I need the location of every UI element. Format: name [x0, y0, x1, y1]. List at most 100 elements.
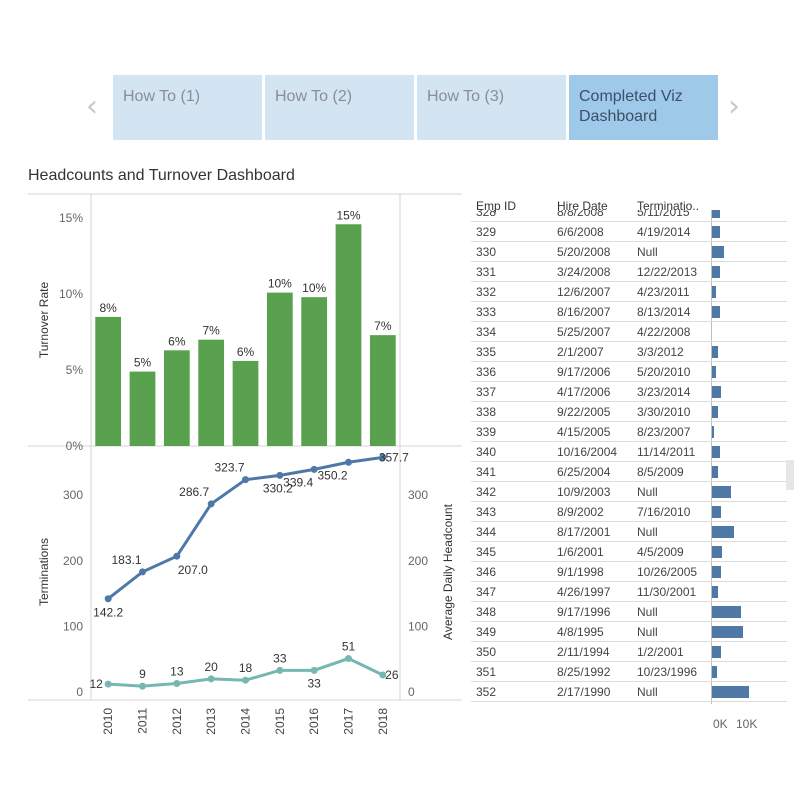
table-body[interactable]: 328 8/8/2008 5/11/2015 329 6/6/2008 4/19/2014… [471, 210, 787, 704]
table-row[interactable]: 345 1/6/2001 4/5/2009 [471, 542, 787, 562]
table-row[interactable]: 329 6/6/2008 4/19/2014 [471, 222, 787, 242]
story-tab-how-to-2[interactable]: How To (2) [265, 75, 414, 140]
salary-bar[interactable] [712, 210, 720, 218]
next-arrow-icon[interactable]: › [728, 89, 740, 124]
salary-bar[interactable] [712, 626, 743, 638]
line-y2-tick-label: 200 [408, 554, 428, 568]
table-row[interactable]: 339 4/15/2005 8/23/2007 [471, 422, 787, 442]
termination-cell: Null [637, 625, 658, 639]
column-header-hire-date[interactable]: Hire Date [557, 199, 608, 213]
salary-bar[interactable] [712, 486, 732, 498]
emp-id-cell: 341 [476, 465, 497, 479]
table-row[interactable]: 346 9/1/1998 10/26/2005 [471, 562, 787, 582]
salary-bar[interactable] [712, 446, 720, 458]
salary-bar-cell [711, 582, 783, 601]
hire-date-cell: 4/26/1997 [557, 585, 611, 599]
hire-date-cell: 8/8/2008 [557, 210, 604, 219]
table-row[interactable]: 353 [471, 702, 787, 704]
table-row[interactable]: 331 3/24/2008 12/22/2013 [471, 262, 787, 282]
salary-bar[interactable] [712, 646, 721, 658]
table-row[interactable]: 349 4/8/1995 Null [471, 622, 787, 642]
salary-bar[interactable] [712, 426, 715, 438]
emp-id-cell: 333 [476, 305, 497, 319]
termination-cell: Null [637, 245, 658, 259]
table-row[interactable]: 344 8/17/2001 Null [471, 522, 787, 542]
previous-arrow-icon[interactable]: ‹ [86, 89, 98, 124]
emp-id-cell: 335 [476, 345, 497, 359]
salary-bar[interactable] [712, 406, 718, 418]
x-tick-label: 2015 [273, 708, 287, 735]
salary-bar-cell [711, 242, 783, 261]
story-tab-label: How To (2) [275, 88, 353, 105]
table-row[interactable]: 348 9/17/1996 Null [471, 602, 787, 622]
table-row[interactable]: 332 12/6/2007 4/23/2011 [471, 282, 787, 302]
salary-bar[interactable] [712, 666, 718, 678]
table-scrollbar[interactable] [786, 460, 794, 490]
salary-bar[interactable] [712, 226, 720, 238]
salary-bar-cell [711, 662, 783, 681]
table-row[interactable]: 352 2/17/1990 Null [471, 682, 787, 702]
termination-cell: 10/26/2005 [637, 565, 698, 579]
salary-bar[interactable] [712, 386, 721, 398]
headcount-point [139, 568, 146, 576]
table-row[interactable]: 333 8/16/2007 8/13/2014 [471, 302, 787, 322]
termination-cell: 8/13/2014 [637, 305, 691, 319]
salary-bar[interactable] [712, 686, 750, 698]
terminations-point [310, 666, 318, 674]
emp-id-cell: 330 [476, 245, 497, 259]
headcount-line [107, 455, 384, 600]
table-row[interactable]: 350 2/11/1994 1/2/2001 [471, 642, 787, 662]
table-row[interactable]: 340 10/16/2004 11/14/2011 [471, 442, 787, 462]
termination-cell: 11/14/2011 [637, 445, 696, 459]
salary-bar[interactable] [712, 246, 725, 258]
bar-value-label: 10% [268, 277, 292, 291]
table-row[interactable]: 343 8/9/2002 7/16/2010 [471, 502, 787, 522]
x-tick-label: 2016 [307, 708, 321, 735]
salary-bar-cell [711, 422, 783, 441]
table-row[interactable]: 351 8/25/1992 10/23/1996 [471, 662, 787, 682]
salary-bar[interactable] [712, 366, 717, 378]
salary-bar[interactable] [712, 546, 723, 558]
table-row[interactable]: 328 8/8/2008 5/11/2015 [471, 210, 787, 222]
emp-id-cell: 336 [476, 365, 497, 379]
salary-bar-cell [711, 622, 783, 641]
column-header-emp-id[interactable]: Emp ID [476, 199, 517, 213]
hire-date-cell: 2/11/1994 [557, 645, 610, 659]
story-tab-completed-viz[interactable]: Completed Viz Dashboard [569, 75, 718, 140]
story-tab-how-to-3[interactable]: How To (3) [417, 75, 566, 140]
table-row[interactable]: 337 4/17/2006 3/23/2014 [471, 382, 787, 402]
termination-cell: 11/30/2001 [637, 585, 697, 599]
salary-bar-cell [711, 302, 783, 321]
table-row[interactable]: 347 4/26/1997 11/30/2001 [471, 582, 787, 602]
column-header-termination[interactable]: Terminatio.. [637, 199, 700, 213]
salary-bar[interactable] [712, 346, 719, 358]
salary-bar[interactable] [712, 306, 720, 318]
story-tab-how-to-1[interactable]: How To (1) [113, 75, 262, 140]
headcount-data-label: 207.0 [178, 563, 208, 577]
termination-cell: 8/5/2009 [637, 465, 684, 479]
story-navigator: ‹ How To (1) How To (2) How To (3) Compl… [0, 0, 800, 150]
terminations-data-label: 33 [307, 676, 321, 690]
table-row[interactable]: 338 9/22/2005 3/30/2010 [471, 402, 787, 422]
bar-value-label: 6% [168, 334, 186, 348]
termination-cell: Null [637, 605, 658, 619]
bar-axis-tick-0k: 0K [713, 717, 728, 731]
salary-bar[interactable] [712, 586, 718, 598]
salary-bar[interactable] [712, 606, 741, 618]
table-row[interactable]: 341 6/25/2004 8/5/2009 [471, 462, 787, 482]
salary-bar[interactable] [712, 266, 720, 278]
salary-bar[interactable] [712, 506, 721, 518]
termination-cell: 5/11/2015 [637, 210, 690, 219]
salary-bar[interactable] [712, 566, 721, 578]
table-row[interactable]: 336 9/17/2006 5/20/2010 [471, 362, 787, 382]
table-row[interactable]: 334 5/25/2007 4/22/2008 [471, 322, 787, 342]
story-tab-label-line-1: Completed Viz [579, 88, 683, 105]
salary-bar[interactable] [712, 526, 734, 538]
table-row[interactable]: 330 5/20/2008 Null [471, 242, 787, 262]
table-row[interactable]: 335 2/1/2007 3/3/2012 [471, 342, 787, 362]
salary-bar[interactable] [712, 286, 716, 298]
termination-cell: Null [637, 525, 658, 539]
salary-bar[interactable] [712, 466, 719, 478]
bar-value-label: 6% [237, 345, 255, 359]
table-row[interactable]: 342 10/9/2003 Null [471, 482, 787, 502]
